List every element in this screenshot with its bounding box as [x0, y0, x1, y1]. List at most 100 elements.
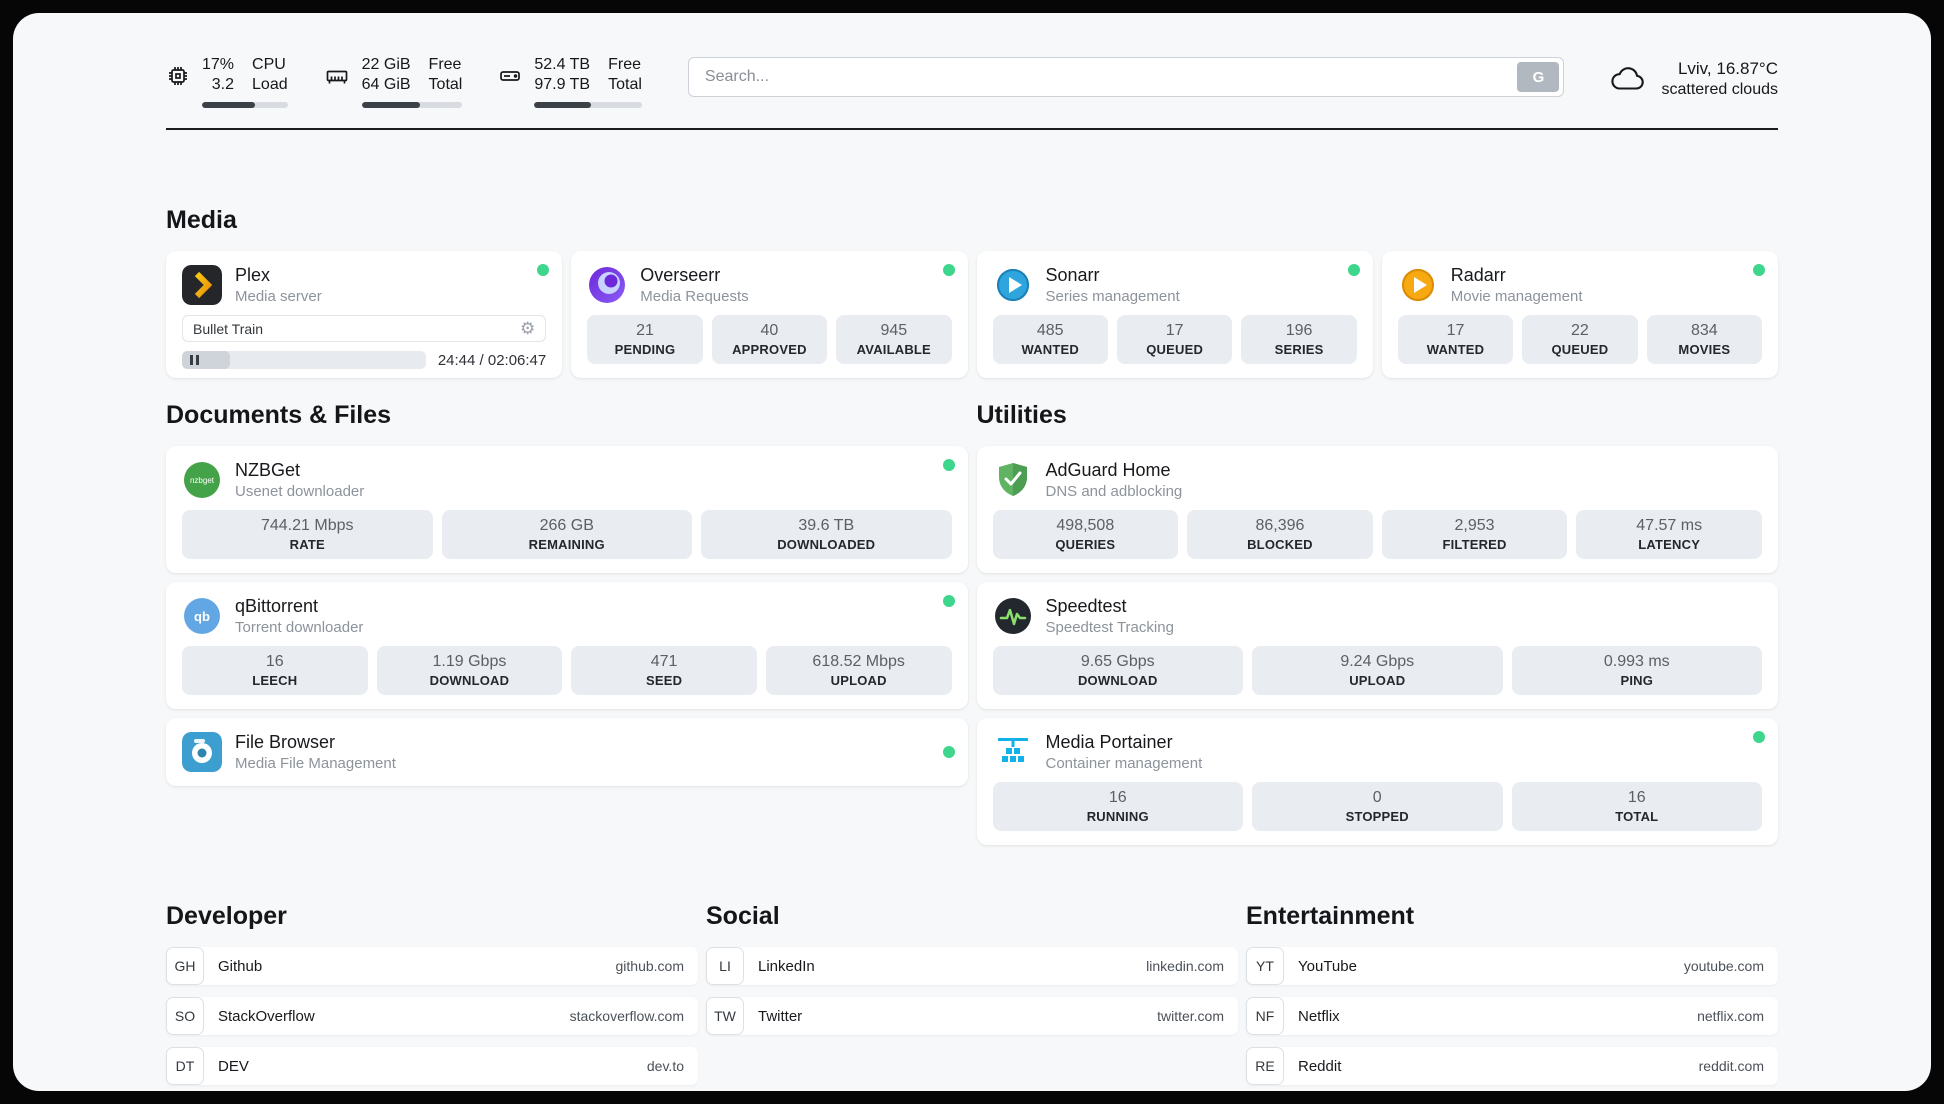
disk-total-value: 97.9 TB	[534, 76, 591, 93]
radarr-icon	[1398, 265, 1438, 305]
app-card-radarr[interactable]: Radarr Movie management 17 WANTED 22 QUE…	[1381, 251, 1778, 378]
stat-download: 1.19 Gbps DOWNLOAD	[376, 646, 563, 695]
stat-value: 0.993 ms	[1603, 653, 1670, 670]
playback-progress-bar[interactable]	[182, 351, 426, 369]
cpu-widget: 17% 3.2 CPU Load	[166, 55, 288, 108]
stat-stopped: 0 STOPPED	[1252, 782, 1503, 831]
stat-value: 618.52 Mbps	[812, 653, 905, 670]
filebrowser-icon	[182, 732, 222, 772]
stat-latency: 47.57 ms LATENCY	[1576, 510, 1762, 559]
app-description: Container management	[1045, 755, 1203, 772]
stat-wanted: 17 WANTED	[1397, 315, 1514, 364]
app-description: Media Requests	[640, 288, 749, 305]
stat-filtered: 2,953 FILTERED	[1381, 510, 1568, 559]
status-dot	[1347, 264, 1360, 276]
speedtest-icon	[993, 596, 1033, 636]
app-description: Series management	[1045, 288, 1180, 305]
app-card-sonarr[interactable]: Sonarr Series management 485 WANTED 17 Q…	[976, 251, 1373, 378]
section-media: Media Plex Media server	[166, 206, 1778, 378]
app-description: Media File Management	[235, 755, 396, 772]
bookmark-url: twitter.com	[1157, 1008, 1224, 1024]
stat-value: 22	[1570, 322, 1589, 339]
stat-value: 17	[1165, 322, 1184, 339]
stat-leech: 16 LEECH	[182, 646, 368, 695]
app-card-adguard[interactable]: AdGuard Home DNS and adblocking 498,508 …	[976, 446, 1778, 573]
app-description: Media server	[235, 288, 322, 305]
bookmark-github[interactable]: GH Github github.com	[166, 947, 698, 985]
stat-label: QUEUED	[1551, 342, 1609, 357]
youtube-favicon: YT	[1246, 947, 1284, 985]
header-divider	[166, 128, 1778, 130]
stat-label: UPLOAD	[1349, 673, 1406, 688]
netflix-favicon: NF	[1246, 997, 1284, 1035]
stat-remaining: 266 GB REMAINING	[441, 510, 692, 559]
ram-widget: 22 GiB 64 GiB Free Total	[324, 55, 463, 108]
bookmark-youtube[interactable]: YT YouTube youtube.com	[1246, 947, 1778, 985]
app-card-nzbget[interactable]: nzbget NZBGet Usenet downloader 744.21 M…	[166, 446, 968, 573]
stat-value: 471	[650, 653, 678, 670]
stat-label: RUNNING	[1086, 809, 1149, 824]
top-bar: 17% 3.2 CPU Load	[166, 13, 1778, 108]
status-dot	[942, 746, 955, 758]
app-card-overseerr[interactable]: Overseerr Media Requests 21 PENDING 40 A…	[571, 251, 968, 378]
bookmark-twitter[interactable]: TW Twitter twitter.com	[706, 997, 1238, 1035]
utilities-section-title: Utilities	[976, 401, 1067, 429]
stat-label: LATENCY	[1638, 537, 1701, 552]
stat-rate: 744.21 Mbps RATE	[182, 510, 433, 559]
adguard-icon	[993, 460, 1033, 500]
status-dot	[942, 459, 955, 471]
cpu-usage-value: 17%	[202, 56, 235, 73]
gear-icon[interactable]: ⚙	[520, 319, 536, 338]
ram-free-value: 22 GiB	[361, 56, 411, 73]
ram-icon	[326, 70, 347, 84]
stat-value: 21	[636, 322, 654, 339]
svg-text:qb: qb	[194, 609, 210, 624]
bookmark-linkedin[interactable]: LI LinkedIn linkedin.com	[706, 947, 1238, 985]
app-card-portainer[interactable]: Media Portainer Container management 16 …	[976, 718, 1778, 845]
app-card-qbittorrent[interactable]: qb qBittorrent Torrent downloader 16 LEE…	[166, 582, 968, 709]
bookmark-name: DEV	[218, 1057, 249, 1075]
app-card-filebrowser[interactable]: File Browser Media File Management	[166, 718, 968, 786]
nzbget-icon: nzbget	[182, 460, 222, 500]
cpu-load-value: 3.2	[211, 76, 235, 93]
stat-wanted: 485 WANTED	[992, 315, 1108, 364]
bookmark-name: Github	[218, 957, 263, 975]
weather-widget: Lviv, 16.87°C scattered clouds	[1610, 59, 1778, 99]
github-favicon: GH	[166, 947, 204, 985]
stat-value: 266 GB	[539, 517, 594, 534]
stat-label: UPLOAD	[830, 673, 887, 688]
plex-icon	[182, 265, 222, 305]
stat-value: 40	[760, 322, 779, 339]
stat-label: QUEUED	[1146, 342, 1204, 357]
pause-icon[interactable]	[190, 355, 199, 365]
stat-value: 86,396	[1255, 517, 1305, 534]
status-dot	[1753, 731, 1765, 743]
cpu-load-label: Load	[252, 76, 288, 93]
app-card-speedtest[interactable]: Speedtest Speedtest Tracking 9.65 Gbps D…	[976, 582, 1778, 709]
search-input[interactable]	[687, 57, 1565, 97]
section-social: Social LI LinkedIn linkedin.com TW Twitt…	[706, 902, 1238, 1035]
bookmark-url: dev.to	[646, 1058, 684, 1074]
bookmark-stackoverflow[interactable]: SO StackOverflow stackoverflow.com	[166, 997, 698, 1035]
bookmark-reddit[interactable]: RE Reddit reddit.com	[1246, 1047, 1778, 1085]
stat-value: 9.65 Gbps	[1080, 653, 1155, 670]
entertainment-section-title: Entertainment	[1246, 902, 1415, 930]
search-engine-button[interactable]: G	[1517, 62, 1560, 92]
stat-label: STOPPED	[1345, 809, 1409, 824]
weather-location: Lviv, 16.87°C	[1677, 59, 1778, 78]
cpu-progress-bar	[202, 102, 288, 108]
stat-label: WANTED	[1426, 342, 1485, 357]
app-name: Radarr	[1450, 265, 1506, 285]
app-card-plex[interactable]: Plex Media server Bullet Train ⚙	[166, 251, 563, 378]
stat-label: QUERIES	[1055, 537, 1116, 552]
stat-running: 16 RUNNING	[992, 782, 1243, 831]
dev-favicon: DT	[166, 1047, 204, 1085]
bookmark-netflix[interactable]: NF Netflix netflix.com	[1246, 997, 1778, 1035]
stat-upload: 9.24 Gbps UPLOAD	[1252, 646, 1503, 695]
app-name: Media Portainer	[1045, 732, 1173, 752]
social-section-title: Social	[706, 902, 780, 930]
qbittorrent-icon: qb	[182, 596, 222, 636]
app-name: Plex	[235, 265, 271, 285]
stat-value: 945	[880, 322, 908, 339]
bookmark-dev[interactable]: DT DEV dev.to	[166, 1047, 698, 1085]
